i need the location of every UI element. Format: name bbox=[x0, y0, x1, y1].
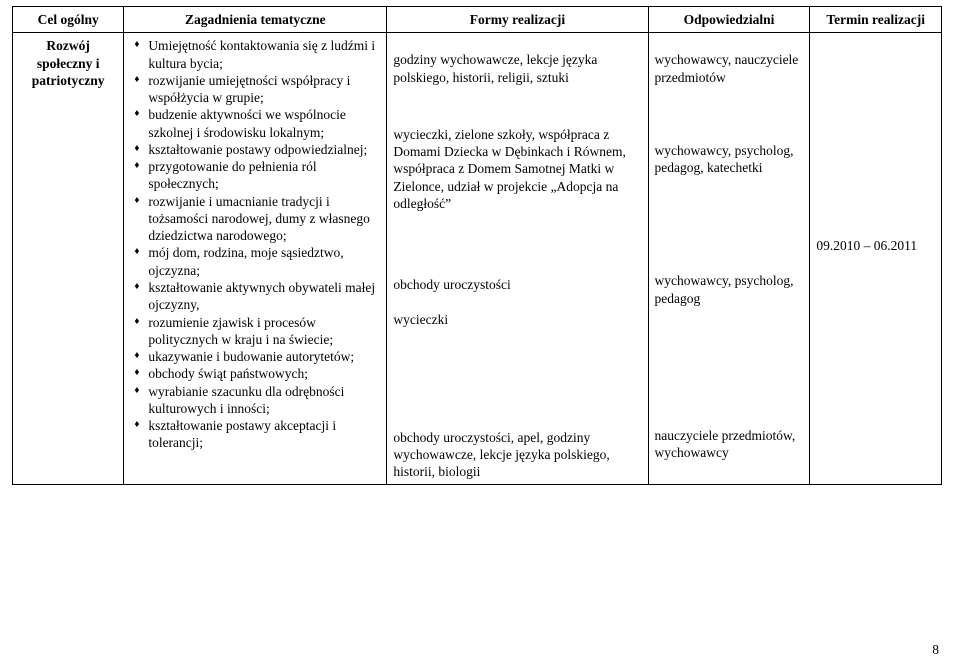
cell-formy: godziny wychowawcze, lekcje języka polsk… bbox=[387, 33, 648, 485]
header-termin: Termin realizacji bbox=[810, 7, 942, 33]
list-item: ukazywanie i budowanie autorytetów; bbox=[134, 348, 380, 365]
list-item: budzenie aktywności we wspólnocie szkoln… bbox=[134, 106, 380, 141]
zagadnienia-list: Umiejętność kontaktowania się z ludźmi i… bbox=[130, 37, 380, 451]
cell-termin: 09.2010 – 06.2011 bbox=[810, 33, 942, 485]
termin-text: 09.2010 – 06.2011 bbox=[816, 237, 935, 254]
document-table: Cel ogólny Zagadnienia tematyczne Formy … bbox=[12, 6, 942, 485]
header-odpowiedzialni: Odpowiedzialni bbox=[648, 7, 810, 33]
formy-block: obchody uroczystości bbox=[393, 276, 641, 293]
list-item: mój dom, rodzina, moje sąsiedztwo, ojczy… bbox=[134, 244, 380, 279]
row-label: Rozwój społeczny i patriotyczny bbox=[19, 37, 117, 89]
list-item: kształtowanie postawy odpowiedzialnej; bbox=[134, 141, 380, 158]
formy-block: obchody uroczystości, apel, godziny wych… bbox=[393, 429, 641, 481]
list-item: obchody świąt państwowych; bbox=[134, 365, 380, 382]
table-header-row: Cel ogólny Zagadnienia tematyczne Formy … bbox=[13, 7, 942, 33]
header-zagadnienia: Zagadnienia tematyczne bbox=[124, 7, 387, 33]
cell-zagadnienia: Umiejętność kontaktowania się z ludźmi i… bbox=[124, 33, 387, 485]
header-formy: Formy realizacji bbox=[387, 7, 648, 33]
list-item: wyrabianie szacunku dla odrębności kultu… bbox=[134, 383, 380, 418]
list-item: kształtowanie aktywnych obywateli małej … bbox=[134, 279, 380, 314]
header-cel-ogolny: Cel ogólny bbox=[13, 7, 124, 33]
odp-block: wychowawcy, psycholog, pedagog bbox=[655, 272, 804, 307]
formy-block: godziny wychowawcze, lekcje języka polsk… bbox=[393, 51, 641, 86]
odp-block: wychowawcy, nauczyciele przedmiotów bbox=[655, 51, 804, 86]
list-item: Umiejętność kontaktowania się z ludźmi i… bbox=[134, 37, 380, 72]
page-number: 8 bbox=[932, 642, 939, 658]
list-item: przygotowanie do pełnienia ról społeczny… bbox=[134, 158, 380, 193]
list-item: rozumienie zjawisk i procesów polityczny… bbox=[134, 314, 380, 349]
list-item: kształtowanie postawy akceptacji i toler… bbox=[134, 417, 380, 452]
table-row: Rozwój społeczny i patriotyczny Umiejętn… bbox=[13, 33, 942, 485]
formy-block: wycieczki bbox=[393, 311, 641, 328]
list-item: rozwijanie umiejętności współpracy i wsp… bbox=[134, 72, 380, 107]
cell-odpowiedzialni: wychowawcy, nauczyciele przedmiotów wych… bbox=[648, 33, 810, 485]
odp-block: wychowawcy, psycholog, pedagog, katechet… bbox=[655, 142, 804, 177]
odp-block: nauczyciele przedmiotów, wychowawcy bbox=[655, 427, 804, 462]
formy-block: wycieczki, zielone szkoły, współpraca z … bbox=[393, 126, 641, 212]
list-item: rozwijanie i umacnianie tradycji i tożsa… bbox=[134, 193, 380, 245]
cell-cel-ogolny: Rozwój społeczny i patriotyczny bbox=[13, 33, 124, 485]
